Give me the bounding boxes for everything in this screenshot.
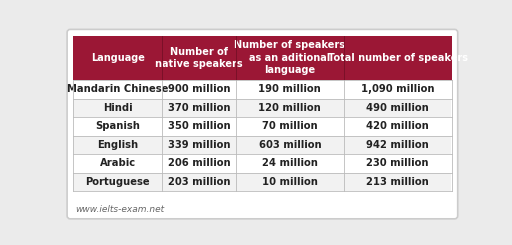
Bar (73, 80, 162, 99)
Bar (162, 173, 236, 191)
Bar (73, 154, 162, 173)
Bar (236, 154, 344, 173)
Text: 206 million: 206 million (168, 158, 230, 168)
Bar (344, 80, 452, 99)
Text: 370 million: 370 million (168, 103, 230, 113)
Text: 350 million: 350 million (168, 122, 230, 131)
Text: 490 million: 490 million (366, 103, 429, 113)
Text: Language: Language (91, 53, 145, 63)
Bar (236, 173, 344, 191)
Text: Number of
native speakers: Number of native speakers (155, 47, 243, 69)
Text: 10 million: 10 million (262, 177, 318, 187)
Bar (344, 154, 452, 173)
Bar (162, 80, 236, 99)
Bar (236, 80, 344, 99)
Text: Portuguese: Portuguese (86, 177, 150, 187)
Text: Mandarin Chinese: Mandarin Chinese (67, 85, 168, 95)
Text: 230 million: 230 million (367, 158, 429, 168)
Bar (162, 154, 236, 173)
Text: 603 million: 603 million (259, 140, 321, 150)
Text: Spanish: Spanish (95, 122, 140, 131)
Text: 339 million: 339 million (168, 140, 230, 150)
Text: Hindi: Hindi (103, 103, 133, 113)
Text: 900 million: 900 million (168, 85, 230, 95)
Bar (73, 136, 162, 154)
Bar (236, 136, 344, 154)
Text: 70 million: 70 million (262, 122, 317, 131)
Bar (73, 117, 162, 136)
Bar (344, 117, 452, 136)
Bar (73, 173, 162, 191)
Text: 190 million: 190 million (259, 85, 321, 95)
Bar (73, 36, 452, 80)
Text: English: English (97, 140, 138, 150)
Text: 203 million: 203 million (168, 177, 230, 187)
Text: Total number of speakers: Total number of speakers (328, 53, 467, 63)
Text: 24 million: 24 million (262, 158, 318, 168)
Bar (162, 117, 236, 136)
Text: www.ielts-exam.net: www.ielts-exam.net (75, 205, 164, 214)
Text: 1,090 million: 1,090 million (361, 85, 434, 95)
Text: 942 million: 942 million (366, 140, 429, 150)
Text: 420 million: 420 million (366, 122, 429, 131)
Text: 120 million: 120 million (259, 103, 321, 113)
Bar (344, 173, 452, 191)
Bar (162, 136, 236, 154)
Bar (344, 136, 452, 154)
Bar (73, 99, 162, 117)
Text: 213 million: 213 million (366, 177, 429, 187)
Bar (236, 117, 344, 136)
FancyBboxPatch shape (67, 29, 458, 219)
Text: Number of speakers
as an aditional
language: Number of speakers as an aditional langu… (234, 40, 345, 75)
Bar (162, 99, 236, 117)
Bar (236, 99, 344, 117)
Text: Arabic: Arabic (100, 158, 136, 168)
Bar (344, 99, 452, 117)
